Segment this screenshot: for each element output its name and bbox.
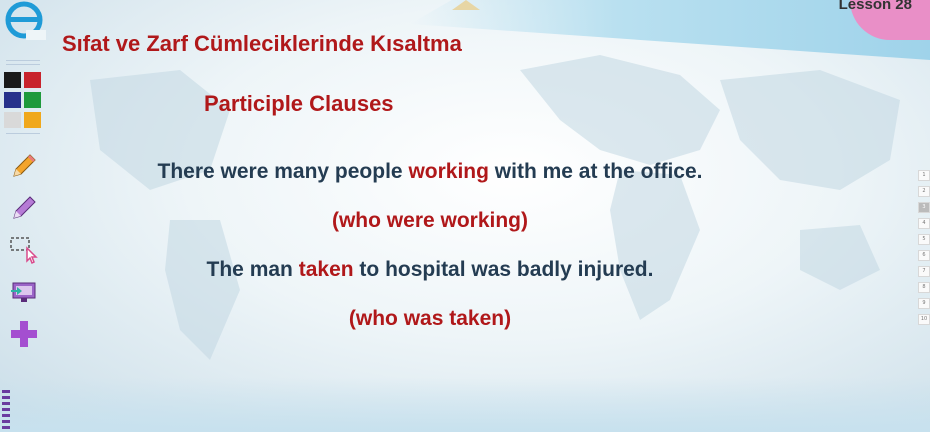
sentence-text: with me at the office.	[488, 160, 703, 183]
pencil-tool-button[interactable]	[8, 150, 40, 182]
pencil-icon	[13, 154, 36, 177]
slide-subtitle: Participle Clauses	[204, 91, 394, 116]
sentence-text: The man	[206, 258, 299, 281]
page-button-7[interactable]: 7	[918, 266, 930, 277]
marker-icon	[13, 196, 36, 219]
sentence-1-note: (who were working)	[331, 209, 528, 232]
sentence-text: to hospital was badly injured.	[353, 258, 654, 281]
app-logo-icon	[5, 1, 46, 40]
decorative-dots	[2, 390, 10, 432]
marker-tool-button[interactable]	[8, 192, 40, 224]
page-button-1[interactable]: 1	[918, 170, 930, 181]
color-swatch-gray[interactable]	[4, 112, 21, 128]
slide-title: Sıfat ve Zarf Cümleciklerinde Kısaltma	[62, 31, 462, 56]
page-button-2[interactable]: 2	[918, 186, 930, 197]
screen-tool-button[interactable]	[8, 276, 40, 308]
example-sentence-2: The man taken to hospital was badly inju…	[0, 258, 860, 282]
color-swatch-black[interactable]	[4, 72, 21, 88]
toolbar-divider	[6, 64, 40, 65]
example-sentence-1: There were many people working with me a…	[0, 160, 860, 184]
add-tool-button[interactable]	[8, 318, 40, 350]
drawing-toolbar	[0, 0, 50, 432]
select-tool-button[interactable]	[8, 234, 40, 266]
page-button-10[interactable]: 10	[918, 314, 930, 325]
page-button-4[interactable]: 4	[918, 218, 930, 229]
highlighted-participle: working	[408, 160, 489, 183]
decorative-triangle	[452, 0, 480, 10]
page-button-9[interactable]: 9	[918, 298, 930, 309]
page-button-3[interactable]: 3	[918, 202, 930, 213]
sentence-text: There were many people	[157, 160, 409, 183]
toolbar-divider	[6, 133, 40, 134]
decorative-bottom-band	[0, 377, 930, 432]
select-icon	[10, 237, 38, 265]
color-swatch-orange[interactable]	[24, 112, 41, 128]
sentence-2-note: (who was taken)	[348, 307, 512, 330]
color-swatch-green[interactable]	[24, 92, 41, 108]
screen-icon	[11, 282, 36, 302]
color-swatch-blue[interactable]	[4, 92, 21, 108]
color-swatch-red[interactable]	[24, 72, 41, 88]
lesson-label: Lesson 28	[838, 0, 912, 13]
add-icon	[11, 321, 37, 347]
page-button-5[interactable]: 5	[918, 234, 930, 245]
toolbar-divider	[6, 60, 40, 61]
highlighted-participle: taken	[298, 258, 354, 281]
page-button-6[interactable]: 6	[918, 250, 930, 261]
page-button-8[interactable]: 8	[918, 282, 930, 293]
